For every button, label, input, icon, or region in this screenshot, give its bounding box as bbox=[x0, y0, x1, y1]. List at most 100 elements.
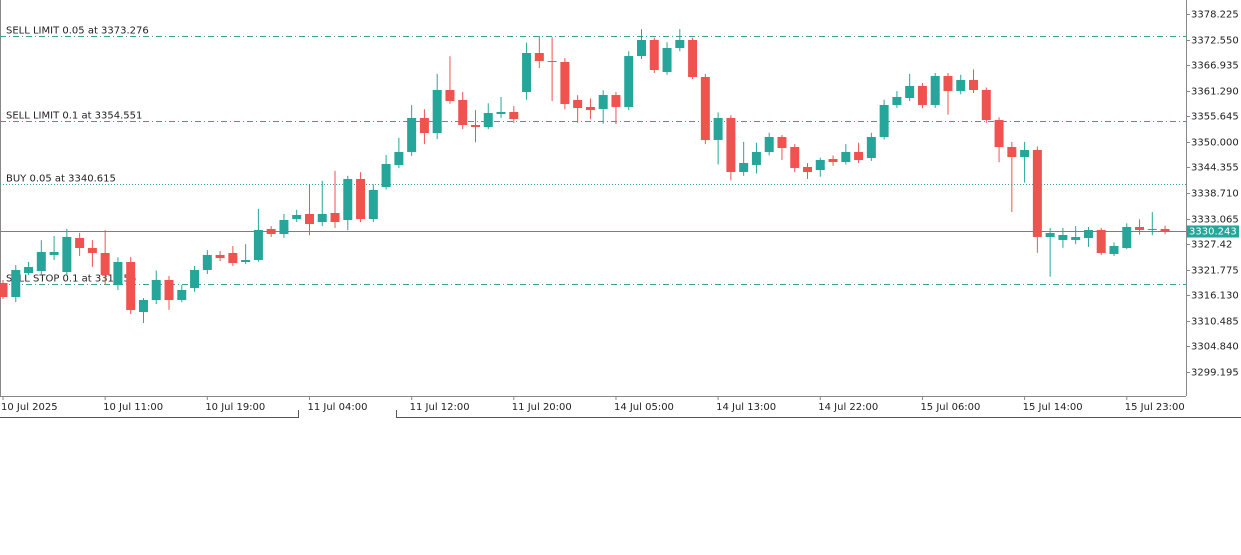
candle-body bbox=[726, 117, 736, 173]
candle-body bbox=[675, 39, 685, 49]
candle-body bbox=[1083, 229, 1093, 238]
candle-body bbox=[138, 299, 148, 312]
candle-body bbox=[879, 104, 889, 137]
y-tick-label: 3372.550 bbox=[1191, 36, 1239, 47]
candle-body bbox=[841, 151, 851, 162]
candle-body bbox=[828, 159, 838, 162]
candle-body bbox=[662, 48, 672, 73]
x-tick-label: 10 Jul 19:00 bbox=[205, 402, 265, 413]
candle-body bbox=[113, 261, 123, 285]
candle-body bbox=[1160, 228, 1170, 232]
candle-body bbox=[0, 283, 8, 297]
candle-body bbox=[1122, 226, 1132, 248]
candle-body bbox=[905, 86, 915, 99]
x-tick-label: 11 Jul 20:00 bbox=[512, 402, 572, 413]
candle-body bbox=[292, 214, 302, 220]
candle-body bbox=[534, 52, 544, 62]
candle-body bbox=[509, 111, 519, 120]
candle-body bbox=[87, 247, 97, 253]
candle-body bbox=[700, 76, 710, 140]
order-label: SELL LIMIT 0.05 at 3373.276 bbox=[6, 26, 149, 37]
x-tick-label: 10 Jul 11:00 bbox=[103, 402, 163, 413]
y-tick-label: 3355.645 bbox=[1191, 112, 1239, 123]
candle-body bbox=[496, 111, 506, 114]
y-tick-label: 3321.775 bbox=[1191, 266, 1239, 277]
candle-body bbox=[624, 56, 634, 107]
candle-body bbox=[637, 39, 646, 57]
candle-body bbox=[458, 99, 468, 125]
candle-body bbox=[343, 178, 353, 221]
candle-body bbox=[585, 106, 595, 111]
order-label: SELL STOP 0.1 at 3318.56 bbox=[6, 274, 136, 285]
current-price-box bbox=[1187, 225, 1239, 238]
candle-body bbox=[317, 213, 327, 223]
x-tick-label: 11 Jul 04:00 bbox=[307, 402, 367, 413]
y-tick-label: 3299.195 bbox=[1191, 368, 1239, 379]
candle-body bbox=[470, 124, 480, 127]
x-tick-label: 10 Jul 2025 bbox=[1, 402, 58, 413]
y-tick-label: 3378.225 bbox=[1191, 10, 1239, 21]
candle-body bbox=[11, 270, 21, 297]
candle-body bbox=[713, 117, 723, 140]
candle-body bbox=[803, 166, 813, 173]
candle-body bbox=[1071, 236, 1081, 240]
x-tick-label: 15 Jul 06:00 bbox=[920, 402, 980, 413]
candle-body bbox=[1109, 246, 1119, 254]
candle-body bbox=[739, 162, 749, 173]
y-tick-label: 3350.000 bbox=[1191, 138, 1239, 149]
y-tick-label: 3333.065 bbox=[1191, 215, 1239, 226]
candle-body bbox=[241, 259, 251, 262]
y-tick-label: 3310.485 bbox=[1191, 317, 1239, 328]
candle-body bbox=[253, 229, 263, 260]
candle-body bbox=[1135, 226, 1145, 230]
candle-body bbox=[790, 147, 800, 168]
candle-body bbox=[151, 279, 161, 300]
candle-body bbox=[573, 99, 583, 109]
candle-body bbox=[1007, 147, 1017, 158]
candle-body bbox=[777, 136, 787, 149]
y-tick-label: 3327.42 bbox=[1191, 240, 1232, 251]
candle-body bbox=[177, 289, 187, 300]
candle-body bbox=[649, 39, 659, 71]
candle-body bbox=[407, 117, 417, 152]
y-tick-label: 3316.130 bbox=[1191, 291, 1239, 302]
candle-body bbox=[930, 75, 940, 105]
candle-body bbox=[190, 270, 200, 288]
candle-body bbox=[330, 212, 340, 223]
candle-body bbox=[394, 151, 404, 165]
candle-body bbox=[419, 117, 429, 134]
candle-body bbox=[1058, 235, 1068, 240]
candle-body bbox=[1096, 229, 1106, 253]
candle-body bbox=[228, 252, 238, 263]
candle-body bbox=[969, 79, 979, 90]
candle-body bbox=[981, 89, 991, 121]
candle-body bbox=[560, 61, 570, 104]
candle-body bbox=[854, 151, 864, 161]
candle-body bbox=[598, 95, 608, 110]
candle-body bbox=[164, 279, 174, 300]
current-price-label: 3330.243 bbox=[1189, 227, 1237, 238]
candle-body bbox=[304, 213, 314, 224]
x-tick-label: 11 Jul 12:00 bbox=[410, 402, 470, 413]
candle-body bbox=[215, 254, 225, 259]
candle-body bbox=[547, 61, 557, 63]
x-tick-label: 15 Jul 14:00 bbox=[1023, 402, 1083, 413]
candle-body bbox=[126, 261, 136, 310]
x-tick-label: 14 Jul 13:00 bbox=[716, 402, 776, 413]
candle-body bbox=[356, 178, 366, 220]
y-tick-label: 3338.710 bbox=[1191, 189, 1239, 200]
candle-body bbox=[917, 86, 927, 105]
candle-body bbox=[764, 136, 774, 152]
y-tick-label: 3344.355 bbox=[1191, 163, 1239, 174]
candle-body bbox=[432, 89, 442, 134]
candle-body bbox=[994, 120, 1004, 148]
candle-body bbox=[100, 252, 110, 275]
candle-body bbox=[62, 236, 72, 273]
candle-body bbox=[445, 89, 455, 101]
candle-body bbox=[202, 254, 212, 271]
x-tick-label: 15 Jul 23:00 bbox=[1125, 402, 1185, 413]
candle-body bbox=[688, 39, 698, 77]
candle-body bbox=[866, 136, 876, 159]
candle-body bbox=[1032, 149, 1042, 237]
